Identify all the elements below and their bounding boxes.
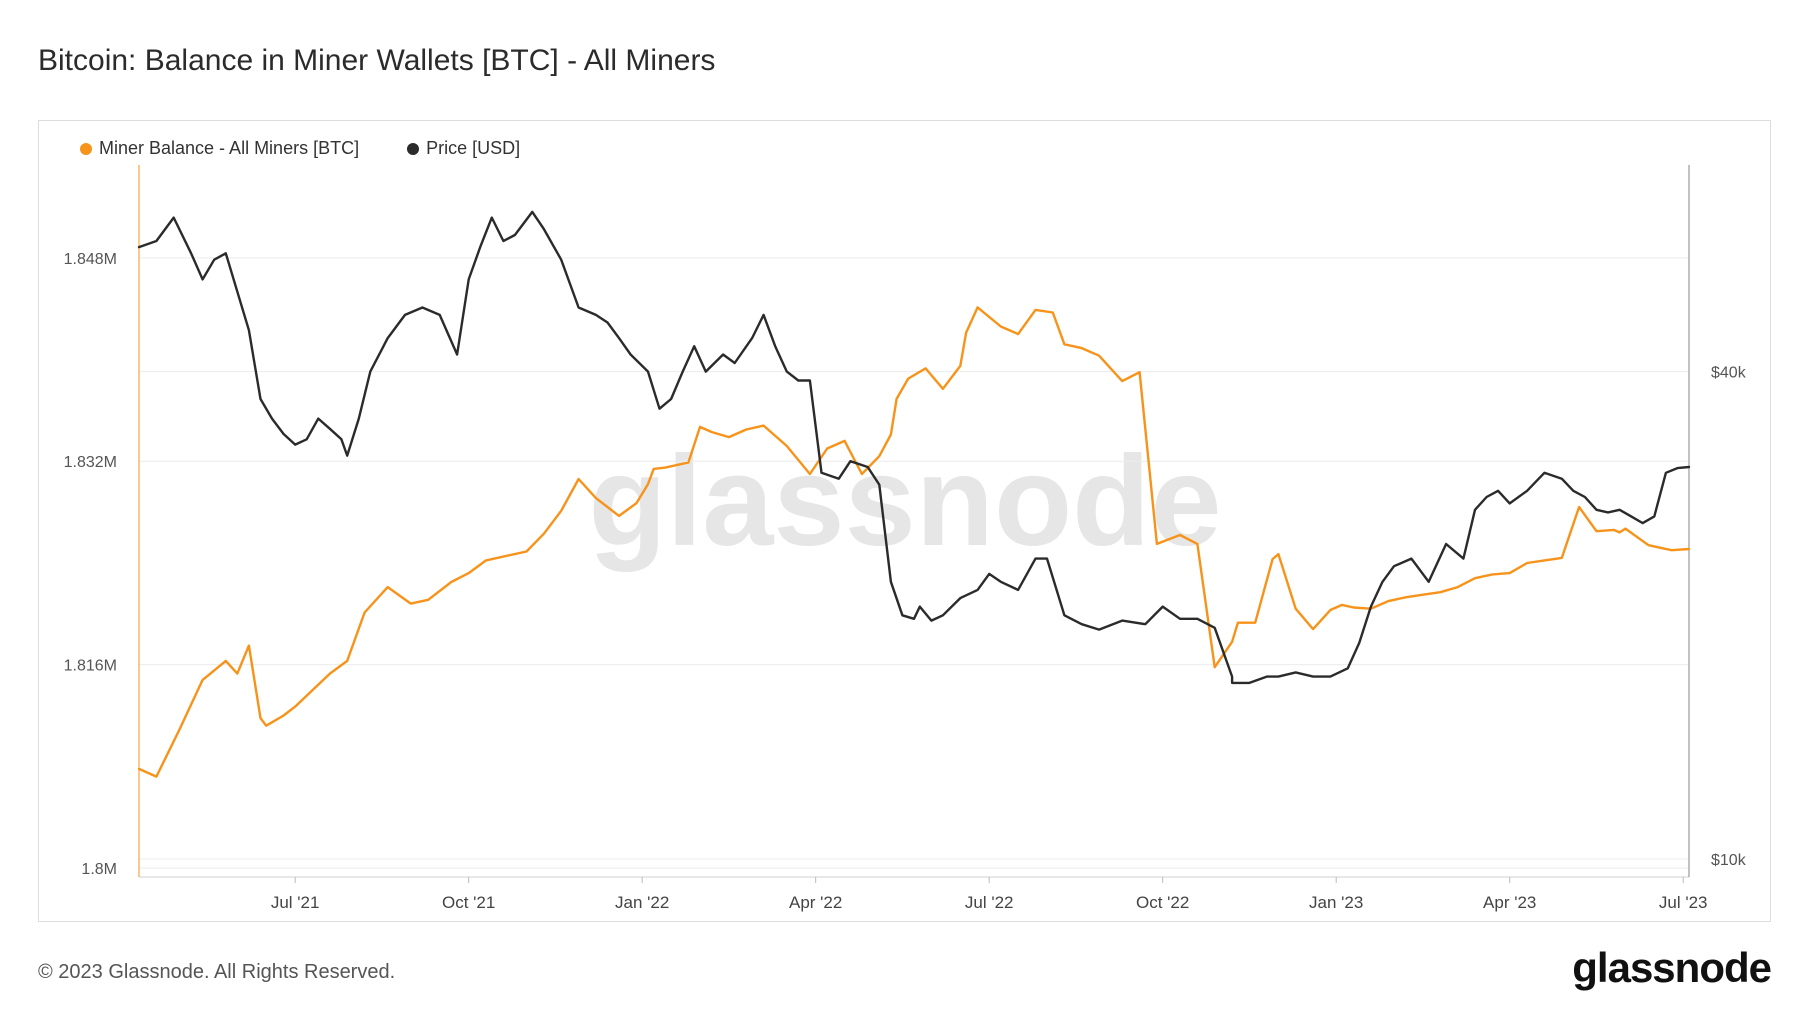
y-left-tick-label: 1.816M [64,658,117,675]
watermark: glassnode [588,430,1221,573]
axes: 1.8M 1.816M 1.832M 1.848M $10k $40k Jul '21 Oct… [64,165,1747,912]
y-left-tick-label: 1.832M [64,454,117,471]
legend-label-miner-balance: Miner Balance - All Miners [BTC] [99,138,360,158]
price-dot-icon [407,142,420,155]
x-tick-label: Oct '22 [1136,893,1189,912]
legend-label-price: Price [USD] [426,138,521,158]
legend: Miner Balance - All Miners [BTC] Price [… [80,138,520,159]
legend-item-miner-balance[interactable]: Miner Balance - All Miners [BTC] [80,138,359,159]
y-left-tick-label: 1.848M [64,251,117,268]
brand-logo[interactable]: glassnode [1572,944,1772,991]
y-right-tick-label: $10k [1711,852,1747,869]
copyright: © 2023 Glassnode. All Rights Reserved. [38,961,396,983]
x-tick-label: Apr '22 [789,893,842,912]
x-tick-label: Apr '23 [1483,893,1536,912]
miner-balance-line [137,306,1691,778]
x-tick-label: Jul '22 [965,893,1014,912]
chart-frame [38,120,1771,922]
x-tick-label: Jan '22 [615,893,669,912]
grid [139,257,1689,869]
legend-item-price[interactable]: Price [USD] [407,138,520,159]
x-tick-label: Jul '23 [1659,893,1708,912]
x-tick-label: Jul '21 [271,893,320,912]
chart-title: Bitcoin: Balance in Miner Wallets [BTC] … [38,44,716,77]
y-left-tick-label: 1.8M [81,861,117,878]
x-tick-label: Oct '21 [442,893,495,912]
y-right-tick-label: $40k [1711,365,1747,382]
series-layer [137,210,1691,778]
price-line [137,210,1691,685]
miner-balance-dot-icon [80,142,92,155]
x-tick-label: Jan '23 [1309,893,1363,912]
